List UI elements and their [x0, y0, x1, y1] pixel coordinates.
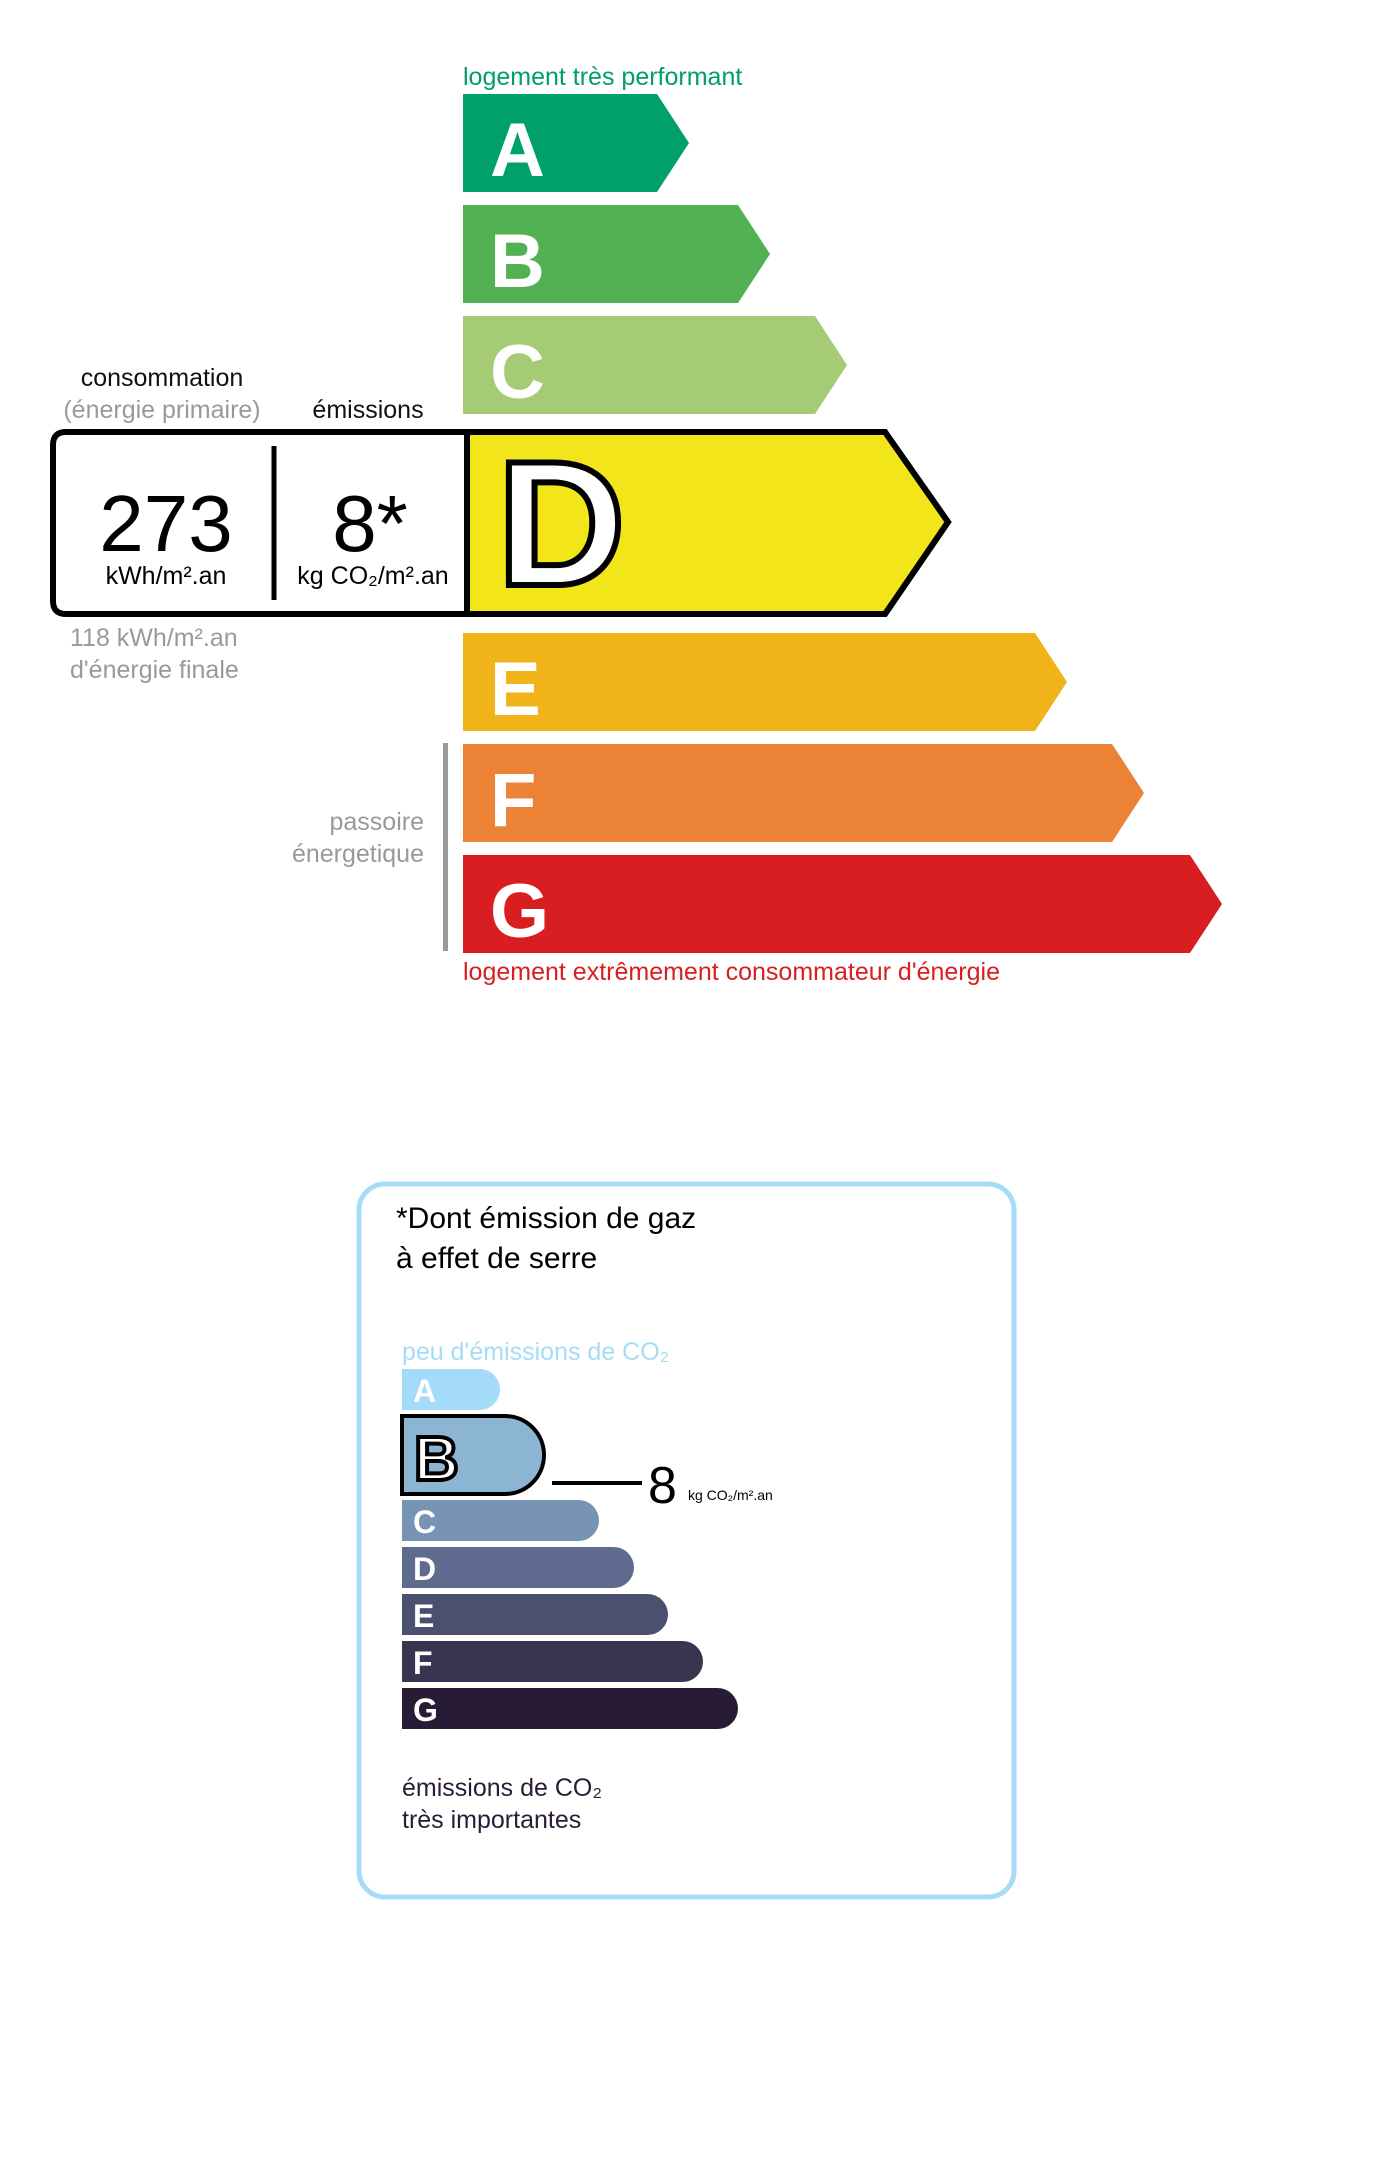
- passoire-bracket: [443, 743, 448, 951]
- ges-bar-f: F: [402, 1641, 703, 1682]
- emissions-value: 8*: [332, 479, 408, 568]
- ges-title-1: *Dont émission de gaz: [396, 1202, 696, 1235]
- dpe-bar-c: C: [463, 316, 847, 415]
- dpe-bar-a: A: [463, 94, 689, 193]
- passoire-label-2: énergetique: [292, 840, 424, 868]
- dpe-bar-shape: [463, 633, 1067, 731]
- dpe-top-label: logement très performant: [463, 63, 742, 91]
- dpe-bar-shape: [463, 744, 1144, 842]
- final-energy-value: 118 kWh/m².an: [70, 624, 238, 652]
- dpe-bar-shape: [463, 94, 689, 192]
- consumption-label: consommation: [81, 364, 244, 392]
- ges-bar-letter: E: [413, 1598, 434, 1634]
- dpe-bar-b: B: [463, 205, 770, 304]
- ges-bar-letter: G: [413, 1692, 438, 1728]
- ges-bar-letter: F: [413, 1645, 433, 1681]
- ges-bar-shape: [400, 1414, 546, 1496]
- dpe-bar-letter: F: [490, 758, 536, 843]
- emissions-label: émissions: [312, 396, 423, 424]
- ges-bar-shape: [402, 1500, 599, 1541]
- final-energy-label: d'énergie finale: [70, 656, 239, 684]
- dpe-bar-letter: A: [490, 108, 545, 193]
- ges-value: 8: [648, 1457, 677, 1515]
- ges-unit: kg CO₂/m².an: [688, 1487, 773, 1503]
- ges-bar-c: C: [402, 1500, 599, 1541]
- ges-bottom-label-2: très importantes: [402, 1806, 581, 1834]
- dpe-bar-shape: [463, 316, 847, 414]
- passoire-label-1: passoire: [330, 808, 425, 836]
- ges-bar-a: A: [402, 1369, 500, 1410]
- ges-bar-letter: C: [413, 1504, 436, 1540]
- ges-bar-b: B: [400, 1414, 546, 1496]
- ges-bar-shape: [402, 1688, 738, 1729]
- dpe-bar-shape: [463, 205, 770, 303]
- ges-bar-letter: D: [413, 1551, 436, 1587]
- dpe-bar-letter: E: [490, 647, 541, 732]
- ges-current-letter: B: [414, 1425, 459, 1494]
- dpe-bar-g: G: [463, 855, 1222, 954]
- ges-bar-g: G: [402, 1688, 738, 1729]
- ges-bar-d: D: [402, 1547, 634, 1588]
- ges-bar-e: E: [402, 1594, 668, 1635]
- dpe-bottom-label: logement extrêmement consommateur d'éner…: [463, 958, 1000, 986]
- dpe-bar-e: E: [463, 633, 1067, 732]
- consumption-sublabel: (énergie primaire): [63, 396, 260, 424]
- dpe-current-letter: D: [497, 424, 626, 623]
- ges-bar-shape: [402, 1594, 668, 1635]
- ges-bar-shape: [402, 1547, 634, 1588]
- dpe-bar-letter: C: [490, 330, 545, 415]
- dpe-bar-letter: B: [490, 219, 545, 304]
- dpe-bar-letter: G: [490, 869, 549, 954]
- consumption-unit: kWh/m².an: [106, 562, 227, 590]
- ges-title-2: à effet de serre: [396, 1242, 597, 1275]
- dpe-bar-shape: [463, 855, 1222, 953]
- emissions-unit: kg CO₂/m².an: [297, 562, 448, 590]
- ges-top-label: peu d'émissions de CO₂: [402, 1338, 669, 1366]
- ges-bar-shape: [402, 1641, 703, 1682]
- dpe-bar-f: F: [463, 744, 1144, 843]
- ges-bottom-label-1: émissions de CO₂: [402, 1774, 602, 1802]
- ges-bar-shape: [402, 1369, 500, 1410]
- dpe-bar-d-current: [464, 429, 952, 617]
- ges-bar-letter: A: [413, 1373, 436, 1409]
- consumption-value: 273: [99, 479, 232, 568]
